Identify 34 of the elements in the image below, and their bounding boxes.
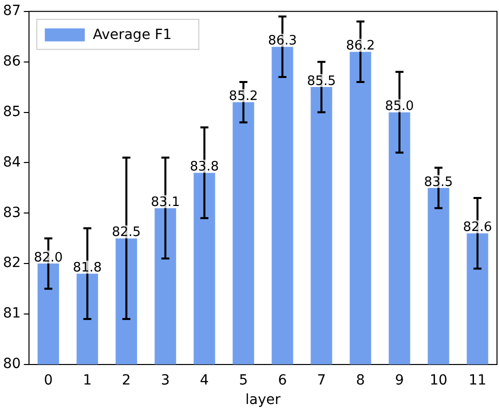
x-tick-label: 11 — [468, 372, 486, 388]
data-label: 82.6 — [463, 220, 492, 236]
y-tick-label: 84 — [2, 154, 21, 170]
data-label: 81.8 — [72, 260, 102, 276]
y-tick-label: 83 — [2, 204, 21, 221]
x-tick-label: 9 — [395, 372, 404, 388]
y-tick-label: 87 — [2, 3, 21, 20]
data-label: 85.2 — [228, 89, 258, 104]
data-label: 82.5 — [112, 225, 141, 240]
x-tick-label: 4 — [200, 372, 209, 388]
x-tick-label: 3 — [160, 372, 170, 388]
legend-label: Average F1 — [92, 27, 172, 44]
y-tick-label: 80 — [2, 356, 21, 372]
data-label: 82.0 — [34, 250, 63, 266]
data-label: 85.5 — [306, 74, 336, 89]
x-tick-label: 10 — [430, 372, 448, 388]
x-tick-label: 2 — [122, 372, 131, 388]
data-label: 83.8 — [190, 160, 219, 175]
y-tick-label: 85 — [2, 104, 21, 120]
x-tick-label: 0 — [44, 372, 53, 388]
y-tick-label: 82 — [2, 255, 21, 272]
data-label: 86.2 — [346, 38, 375, 54]
y-tick-label: 86 — [2, 53, 21, 70]
x-tick-label: 5 — [238, 372, 248, 388]
y-tick-label: 81 — [2, 306, 21, 322]
data-label: 86.3 — [268, 34, 297, 49]
data-label: 83.1 — [150, 194, 180, 210]
data-label: 83.5 — [424, 174, 453, 190]
data-label: 85.0 — [384, 99, 414, 114]
x-tick-label: 1 — [82, 372, 92, 388]
x-tick-label: 7 — [316, 372, 326, 388]
x-tick-label: 8 — [356, 372, 365, 388]
x-tick-label: 6 — [278, 372, 287, 388]
x-axis-title: layer — [245, 392, 281, 408]
